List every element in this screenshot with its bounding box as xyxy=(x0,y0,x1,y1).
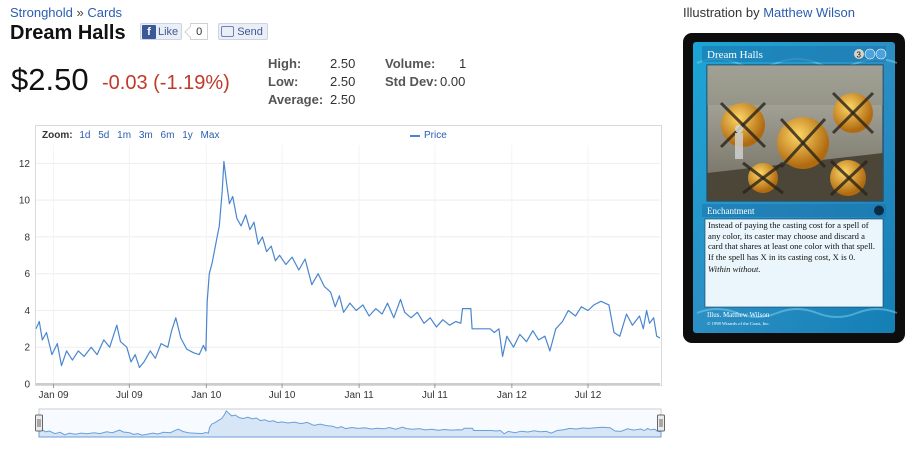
average-value: 2.50 xyxy=(330,92,356,107)
average-label: Average: xyxy=(268,92,324,107)
volume-label: Volume: xyxy=(385,56,436,71)
x-tick-label: Jan 11 xyxy=(344,390,374,401)
breadcrumb-separator: » xyxy=(76,5,84,20)
like-label: Like xyxy=(158,25,179,38)
breadcrumb-cards-link[interactable]: Cards xyxy=(87,5,123,20)
y-tick-label: 0 xyxy=(24,380,30,391)
price-stats: High: 2.50 Volume: 1 Low: 2.50 Std Dev: … xyxy=(268,56,478,110)
x-tick-label: Jan 10 xyxy=(191,390,221,401)
legend-swatch xyxy=(410,134,420,137)
price-chart: Zoom: 1d 5d 1m 3m 6m 1y Max Price xyxy=(35,125,662,386)
stddev-label: Std Dev: xyxy=(385,74,438,89)
stddev-value: 0.00 xyxy=(440,74,466,89)
navigator-series-area xyxy=(38,410,662,438)
low-label: Low: xyxy=(268,74,299,89)
legend-label: Price xyxy=(424,130,447,141)
zoom-1y[interactable]: 1y xyxy=(182,130,193,141)
x-tick-label: Jul 09 xyxy=(116,390,143,401)
high-label: High: xyxy=(268,56,302,71)
like-count: 0 xyxy=(190,23,209,40)
facebook-like-button[interactable]: f Like xyxy=(140,23,183,40)
zoom-1m[interactable]: 1m xyxy=(117,130,132,141)
zoom-max[interactable]: Max xyxy=(200,130,220,141)
x-tick-label: Jul 11 xyxy=(422,390,448,401)
y-tick-label: 8 xyxy=(24,232,30,243)
price-chart-plot: 0 2 4 6 8 10 12 Jan 09 Jul 09 Jan 10 Jul 10 Jan 11 J… xyxy=(19,145,661,401)
current-price: $2.50 xyxy=(11,62,89,97)
y-tick-label: 2 xyxy=(24,343,30,354)
x-tick-label: Jul 12 xyxy=(575,390,602,401)
navigator-right-handle[interactable] xyxy=(657,414,665,432)
illustration-credit: Illustration by Matthew Wilson xyxy=(683,5,855,20)
price-series-line xyxy=(35,160,661,369)
artist-link[interactable]: Matthew Wilson xyxy=(763,5,855,20)
card-illus-text: Illus. Matthew Wilson xyxy=(707,311,770,319)
set-symbol-icon xyxy=(874,205,884,216)
social-buttons: f Like 0 Send xyxy=(140,23,268,40)
y-tick-label: 10 xyxy=(19,196,31,207)
zoom-1d[interactable]: 1d xyxy=(79,130,91,141)
chart-navigator[interactable] xyxy=(35,407,665,447)
facebook-icon: f xyxy=(142,24,156,39)
card-image: Dream Halls 3 Enchantment Instead of pay… xyxy=(683,33,905,343)
zoom-bar: Zoom: 1d 5d 1m 3m 6m 1y Max xyxy=(42,130,224,141)
zoom-label: Zoom: xyxy=(42,130,73,141)
card-copyright-text: © 1998 Wizards of the Coast, Inc. xyxy=(707,321,770,327)
navigator-handle-box xyxy=(657,414,665,432)
illustration-label: Illustration by xyxy=(683,5,760,20)
mana-blue-icon xyxy=(875,48,887,60)
zoom-5d[interactable]: 5d xyxy=(98,130,110,141)
x-tick-label: Jan 12 xyxy=(497,390,527,401)
y-tick-label: 4 xyxy=(24,306,30,317)
mana-blue-icon xyxy=(864,48,876,60)
navigator-left-handle[interactable] xyxy=(35,414,43,432)
y-tick-label: 12 xyxy=(19,159,31,170)
card-type-text: Enchantment xyxy=(707,206,755,216)
price-change: -0.03 (-1.19%) xyxy=(102,72,230,94)
low-value: 2.50 xyxy=(330,74,356,89)
card-name-text: Dream Halls xyxy=(707,49,763,61)
x-tick-label: Jul 10 xyxy=(269,390,296,401)
high-value: 2.50 xyxy=(330,56,356,71)
y-tick-label: 6 xyxy=(24,269,30,280)
chart-legend: Price xyxy=(410,130,447,141)
card-rules-text: Instead of paying the casting cost for a… xyxy=(708,220,876,262)
facebook-send-button[interactable]: Send xyxy=(218,23,268,40)
mana-generic-icon xyxy=(854,49,864,59)
navigator-handle-box xyxy=(35,414,43,432)
page-title: Dream Halls xyxy=(10,22,126,44)
mana-cost-text: 3 xyxy=(857,51,862,60)
card-flavor-text: Within without. xyxy=(708,264,761,275)
x-tick-label: Jan 09 xyxy=(39,390,69,401)
zoom-3m[interactable]: 3m xyxy=(138,130,153,141)
volume-value: 1 xyxy=(459,56,467,71)
send-icon xyxy=(221,26,235,37)
breadcrumb: Stronghold » Cards xyxy=(10,5,122,20)
send-label: Send xyxy=(237,25,263,38)
breadcrumb-set-link[interactable]: Stronghold xyxy=(10,5,73,20)
zoom-6m[interactable]: 6m xyxy=(160,130,175,141)
